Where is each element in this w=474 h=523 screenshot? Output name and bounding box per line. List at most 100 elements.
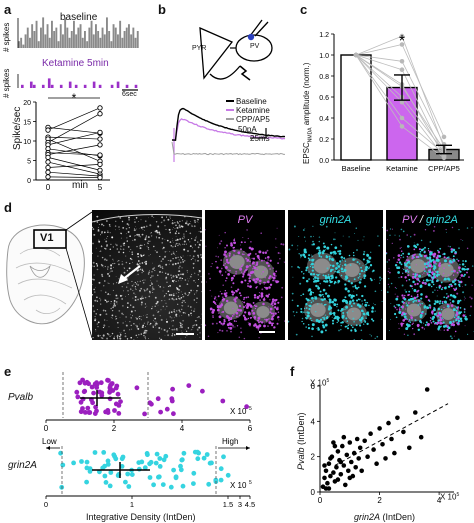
puncta (271, 298, 275, 301)
puncta (324, 276, 328, 280)
background-puncta (232, 313, 235, 316)
label-puncta (155, 229, 158, 232)
puncta (402, 252, 405, 255)
label-puncta (126, 338, 129, 340)
puncta (358, 281, 362, 284)
label-puncta (141, 262, 144, 264)
puncta (244, 317, 247, 321)
puncta (337, 320, 340, 322)
puncta (418, 299, 421, 301)
puncta (440, 318, 443, 322)
puncta (423, 262, 427, 266)
label-puncta (125, 227, 128, 230)
puncta (259, 283, 261, 285)
puncta (210, 309, 212, 311)
puncta (368, 266, 370, 268)
label-puncta (181, 277, 184, 280)
label-puncta (144, 306, 146, 308)
label-puncta (99, 313, 102, 316)
pvalb-point (82, 410, 88, 415)
puncta (311, 262, 314, 266)
puncta (428, 264, 432, 268)
background-puncta (346, 308, 348, 310)
puncta (265, 282, 267, 284)
pvalb-point (81, 389, 87, 395)
label-puncta (172, 257, 174, 260)
label-puncta (150, 322, 152, 325)
label-puncta (106, 332, 109, 335)
puncta (403, 268, 405, 271)
label-puncta (147, 273, 150, 275)
label-puncta (194, 308, 196, 310)
label-puncta (139, 247, 142, 250)
label-puncta (177, 262, 180, 265)
label-puncta (181, 220, 183, 222)
puncta (326, 246, 330, 250)
ketamine-spike-bar (110, 84, 114, 88)
puncta (447, 327, 449, 329)
puncta (423, 254, 427, 258)
label-puncta (115, 297, 117, 299)
label-puncta (181, 225, 184, 228)
label-puncta (102, 326, 105, 329)
pvalb-point (107, 396, 113, 402)
label-puncta (157, 311, 159, 313)
label-puncta (114, 304, 117, 307)
grin2a-point (105, 458, 111, 464)
puncta (340, 324, 342, 327)
label-puncta (151, 290, 153, 291)
puncta (271, 324, 274, 327)
label-puncta (110, 307, 112, 310)
puncta (212, 309, 214, 311)
grin2a-point (71, 460, 76, 466)
puncta (276, 322, 279, 325)
label-puncta (129, 257, 132, 260)
puncta (317, 286, 320, 290)
pair-line (47, 107, 101, 131)
puncta (443, 252, 446, 256)
puncta (363, 323, 365, 325)
background-puncta (451, 270, 453, 273)
nucleus-core (346, 307, 362, 321)
label-puncta (179, 327, 180, 329)
background-puncta (386, 291, 389, 293)
puncta (428, 256, 432, 259)
label-puncta (182, 261, 184, 263)
puncta (225, 277, 228, 279)
label-puncta (187, 305, 189, 307)
label-puncta (185, 334, 187, 337)
grin2a-point (111, 452, 117, 458)
label-puncta (151, 283, 153, 285)
puncta (305, 326, 307, 328)
background-puncta (433, 307, 435, 309)
puncta (408, 319, 411, 321)
puncta (228, 254, 231, 257)
label-puncta (103, 258, 106, 261)
label-puncta (110, 266, 112, 268)
baseline-spike-bar (70, 31, 73, 48)
label-puncta (166, 281, 168, 284)
background-puncta (247, 237, 249, 240)
background-puncta (283, 261, 285, 263)
background-puncta (260, 232, 262, 234)
label-puncta (119, 332, 120, 334)
puncta (225, 292, 228, 294)
background-puncta (275, 238, 277, 240)
background-puncta (466, 247, 469, 250)
puncta (455, 287, 458, 290)
label-puncta (178, 315, 180, 317)
background-puncta (217, 247, 219, 249)
background-puncta (276, 306, 279, 309)
label-puncta (187, 224, 189, 226)
label-puncta (192, 263, 195, 265)
label-puncta (141, 244, 143, 246)
background-puncta (305, 251, 307, 253)
background-puncta (388, 286, 390, 288)
label-puncta (157, 304, 159, 306)
puncta (428, 270, 432, 274)
puncta (351, 299, 355, 302)
pvalb-point (115, 391, 121, 397)
label-puncta (164, 334, 166, 336)
puncta (449, 293, 453, 297)
puncta (433, 308, 436, 312)
